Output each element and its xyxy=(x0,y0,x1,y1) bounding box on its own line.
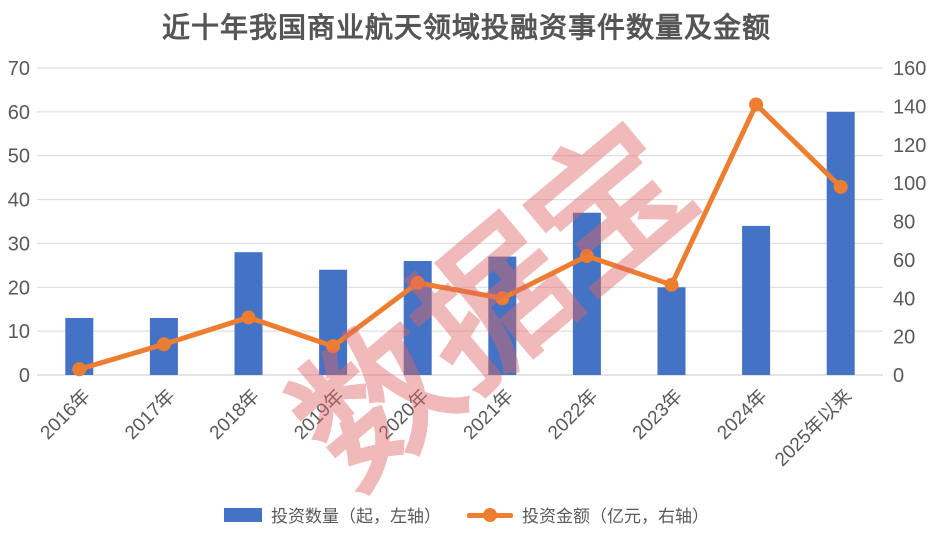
right-axis-tick-label: 120 xyxy=(893,135,926,157)
bar xyxy=(488,256,517,375)
left-axis-tick-label: 30 xyxy=(8,233,30,255)
left-axis-tick-label: 70 xyxy=(8,58,30,80)
x-axis-tick-label: 2024年 xyxy=(713,385,772,444)
left-axis-tick-label: 50 xyxy=(8,146,30,168)
bar xyxy=(826,111,855,375)
legend-item-line-series: 投资金额（亿元，右轴） xyxy=(467,502,709,527)
x-axis-tick-label: 2016年 xyxy=(36,385,95,444)
page-title: 近十年我国商业航天领域投融资事件数量及金额 xyxy=(161,12,771,43)
left-axis-tick-label: 40 xyxy=(8,190,30,212)
x-axis-tick-label: 2019年 xyxy=(290,385,349,444)
right-axis-tick-label: 40 xyxy=(893,288,915,310)
bar xyxy=(742,225,771,375)
legend-item-bar-series: 投资数量（起，左轴） xyxy=(224,502,441,527)
line-marker xyxy=(410,275,425,290)
line-marker xyxy=(495,291,510,306)
line-marker xyxy=(833,179,848,194)
left-axis-tick-label: 20 xyxy=(8,277,30,299)
legend-label: 投资数量（起，左轴） xyxy=(271,507,441,526)
gridlines xyxy=(37,67,883,376)
line-series xyxy=(72,97,848,377)
x-axis-tick-label: 2022年 xyxy=(544,385,603,444)
x-axis-tick-label: 2020年 xyxy=(374,385,433,444)
line-marker xyxy=(664,277,679,292)
left-axis-labels: 0 10 20 30 40 50 60 70 xyxy=(8,58,30,387)
line-series-swatch-icon xyxy=(467,507,513,522)
x-axis-tick-label: 2025年以来 xyxy=(770,385,856,471)
x-axis-labels: 2016年 2017年 2018年 2019年 2020年 2021年 2022年 2023年… xyxy=(36,385,856,471)
bar xyxy=(319,269,348,375)
x-axis-tick-label: 2021年 xyxy=(459,385,518,444)
right-axis-tick-label: 0 xyxy=(893,365,904,387)
left-axis-tick-label: 60 xyxy=(8,102,30,124)
left-axis-tick-label: 10 xyxy=(8,321,30,343)
line-marker xyxy=(72,362,87,377)
bar-series-swatch-icon xyxy=(224,507,262,522)
x-axis-tick-label: 2023年 xyxy=(628,385,687,444)
left-axis-tick-label: 0 xyxy=(19,365,30,387)
legend-label: 投资金额（亿元，右轴） xyxy=(522,507,709,526)
chart-legend: 投资数量（起，左轴） 投资金额（亿元，右轴） xyxy=(0,502,933,527)
bar-series xyxy=(65,111,855,375)
line-marker xyxy=(749,97,764,112)
right-axis-tick-label: 20 xyxy=(893,327,915,349)
chart-canvas: 0 10 20 30 40 50 60 70 0 20 40 60 80 100 120 140 160 2016… xyxy=(8,58,927,471)
line-marker xyxy=(241,310,256,325)
right-axis-tick-label: 100 xyxy=(893,173,926,195)
x-axis-tick-label: 2017年 xyxy=(121,385,180,444)
line-marker xyxy=(156,337,171,352)
right-axis-tick-label: 140 xyxy=(893,96,926,118)
bar xyxy=(657,287,686,375)
right-axis-tick-label: 80 xyxy=(893,212,915,234)
x-axis-tick-label: 2018年 xyxy=(205,385,264,444)
right-axis-tick-label: 60 xyxy=(893,250,915,272)
line-marker xyxy=(326,339,341,354)
right-axis-tick-label: 160 xyxy=(893,58,926,80)
right-axis-labels: 0 20 40 60 80 100 120 140 160 xyxy=(893,58,926,387)
line-path xyxy=(76,101,844,372)
bar xyxy=(572,212,601,375)
line-marker xyxy=(579,249,594,264)
